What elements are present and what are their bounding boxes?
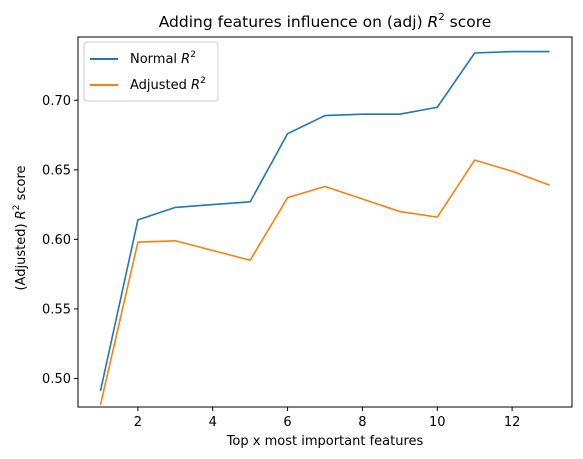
legend: Normal R2 Adjusted R2 (83, 41, 219, 102)
series-line-normal (99, 50, 550, 392)
x-tick-label: 6 (283, 415, 291, 430)
plot-area: 2 4 6 8 10 12 0.50 0.55 0.60 0.65 0.70 (42, 36, 573, 430)
x-tick-label: 4 (209, 415, 217, 430)
legend-label-normal: Normal R2 (130, 50, 196, 67)
y-tick-label: 0.65 (42, 163, 71, 178)
y-tick-label: 0.55 (42, 302, 71, 317)
chart-title: Adding features influence on (adj) R2 sc… (159, 12, 492, 31)
legend-label-adjusted: Adjusted R2 (130, 76, 206, 93)
x-axis-label: Top x most important features (226, 434, 424, 449)
y-tick-label: 0.70 (42, 94, 71, 109)
y-tick-label: 0.60 (42, 233, 71, 248)
series-line-adjusted (99, 159, 550, 406)
x-tick-label: 12 (504, 415, 521, 430)
y-tick-label: 0.50 (42, 372, 71, 387)
x-tick-label: 10 (429, 415, 446, 430)
x-tick-label: 2 (134, 415, 142, 430)
x-tick-label: 8 (358, 415, 366, 430)
axes-frame (77, 36, 573, 408)
y-axis-label: (Adjusted) R2 score (12, 165, 29, 290)
legend-frame (83, 41, 219, 102)
